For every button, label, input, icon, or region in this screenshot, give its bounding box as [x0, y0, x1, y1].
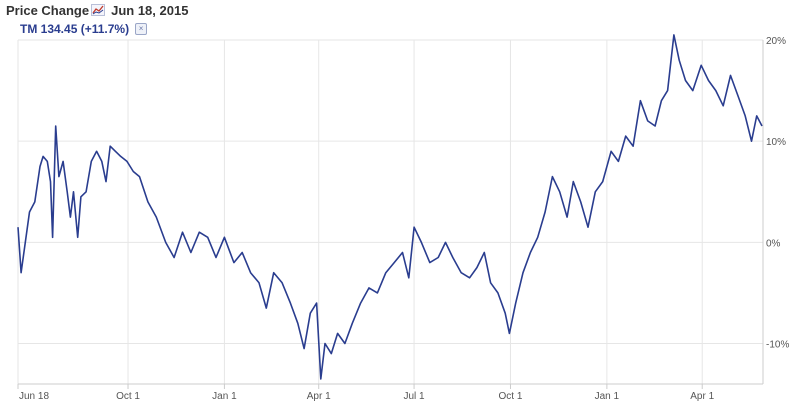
x-tick-label: Jan 1 — [595, 391, 620, 402]
series-line-layer — [17, 34, 763, 380]
y-tick-label: 10% — [766, 137, 786, 148]
x-tick-label: Apr 1 — [690, 391, 714, 402]
grid-layer — [17, 39, 763, 384]
chart-date: Jun 18, 2015 — [111, 2, 189, 18]
series-line-tm — [17, 34, 763, 380]
y-tick-label: 20% — [766, 36, 786, 47]
x-tick-label: Jun 18 — [19, 391, 49, 402]
chart-title: Price Change — [6, 2, 90, 18]
y-tick-label: 0% — [766, 238, 781, 249]
x-tick-label: Jan 1 — [212, 391, 237, 402]
x-tick-label: Oct 1 — [116, 391, 140, 402]
axis-layer: 20% 10% 0% -10% Jun 18 Oct 1 Jan 1 Apr 1 Jul 1 Oc… — [17, 36, 789, 402]
title-row: Price Change Jun 18, 2015 — [6, 2, 188, 18]
chart-icon[interactable] — [91, 4, 106, 16]
close-icon[interactable]: × — [135, 23, 148, 35]
chart-header: Price Change Jun 18, 2015 TM 134.45 (+11… — [6, 2, 188, 37]
series-label: TM 134.45 (+11.7%) — [20, 22, 130, 36]
x-tick-label: Apr 1 — [307, 391, 331, 402]
series-legend-row: TM 134.45 (+11.7%) × — [20, 22, 188, 36]
x-tick-label: Oct 1 — [499, 391, 523, 402]
y-tick-label: -10% — [766, 340, 789, 351]
x-tick-label: Jul 1 — [404, 391, 426, 402]
